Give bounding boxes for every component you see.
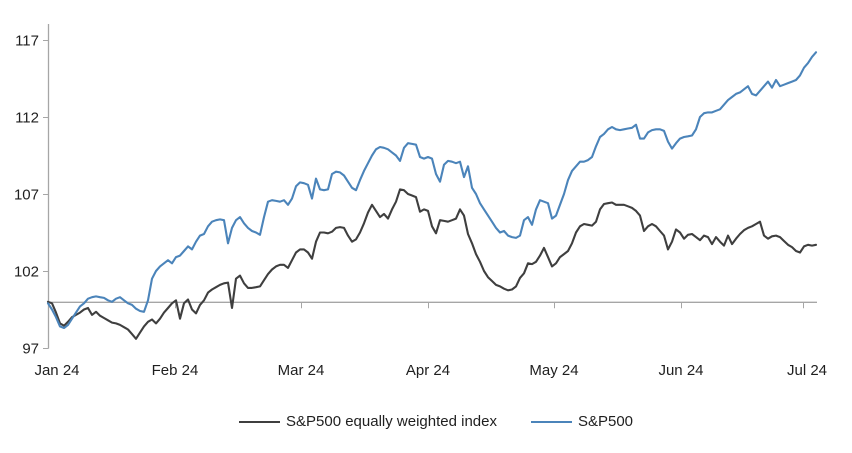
- x-axis-label: Jun 24: [658, 362, 703, 379]
- y-axis-label: 102: [14, 264, 39, 281]
- legend-line-swatch-blue: [530, 421, 572, 423]
- legend: S&P500 equally weighted index S&P500: [239, 412, 633, 432]
- x-axis-label: Jan 24: [34, 362, 79, 379]
- x-axis-label: Apr 24: [406, 362, 450, 379]
- y-axis-label: 97: [22, 341, 39, 358]
- series-line-equal-weighted: [46, 188, 818, 340]
- x-axis-label: Jul 24: [787, 362, 827, 379]
- series-line-sp500: [46, 51, 818, 330]
- x-axis-label: Mar 24: [278, 362, 325, 379]
- legend-item-equal-weighted: S&P500 equally weighted index: [239, 412, 497, 432]
- y-axis-label: 112: [15, 110, 39, 127]
- y-axis-label: 107: [14, 187, 39, 204]
- x-axis-label: May 24: [529, 362, 578, 379]
- x-axis-label: Feb 24: [152, 362, 199, 379]
- legend-line-swatch-dark: [239, 421, 280, 423]
- legend-item-sp500: S&P500: [530, 412, 634, 432]
- legend-label-sp500: S&P500: [577, 413, 634, 430]
- y-axis-label: 117: [15, 33, 39, 50]
- legend-label-equal-weighted: S&P500 equally weighted index: [286, 413, 497, 430]
